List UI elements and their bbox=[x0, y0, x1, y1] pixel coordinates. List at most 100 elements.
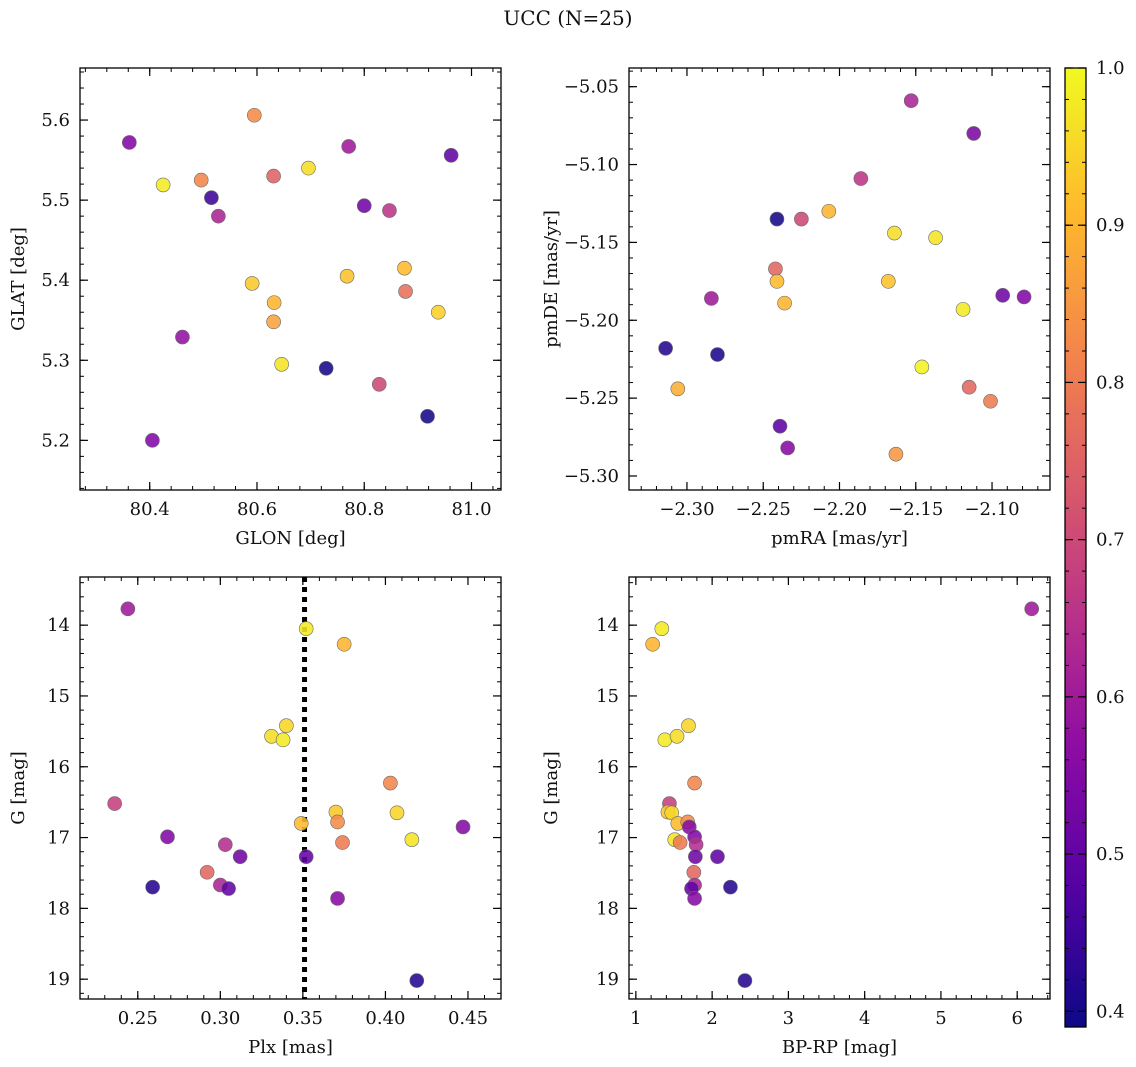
data-point bbox=[769, 211, 785, 227]
x-tick-label: 0.35 bbox=[283, 1008, 323, 1029]
data-point bbox=[1016, 289, 1032, 305]
data-point bbox=[330, 891, 345, 906]
data-point bbox=[769, 274, 785, 289]
y-tick-label: 17 bbox=[596, 828, 619, 849]
data-point bbox=[687, 891, 702, 906]
data-point bbox=[768, 261, 783, 277]
x-tick-label: 0.25 bbox=[118, 1008, 158, 1029]
data-point bbox=[175, 329, 190, 345]
data-point bbox=[298, 621, 314, 636]
x-axis-label: pmRA [mas/yr] bbox=[771, 528, 908, 549]
data-point bbox=[1024, 601, 1039, 617]
y-tick-label: 5.2 bbox=[41, 430, 70, 451]
x-tick-label: −2.25 bbox=[736, 499, 791, 520]
data-point bbox=[687, 775, 702, 791]
data-point bbox=[681, 718, 696, 733]
colorbar-gradient bbox=[1064, 67, 1087, 1028]
x-tick-label: 0.40 bbox=[365, 1008, 405, 1029]
data-point bbox=[983, 393, 998, 409]
data-point bbox=[669, 729, 685, 744]
data-point bbox=[455, 819, 471, 835]
bprp-g-panel: 1 2 3 4 5 6 14 15 16 17 18 19 BP-RP [mag] G [mag] bbox=[541, 576, 1051, 1058]
y-axis-label: pmDE [mas/yr] bbox=[541, 210, 562, 348]
y-tick-label: 5.3 bbox=[41, 350, 70, 371]
x-tick-label: 80.4 bbox=[130, 499, 170, 520]
x-tick-label: −2.20 bbox=[812, 499, 867, 520]
colorbar-tick-label: 0.5 bbox=[1096, 844, 1125, 865]
data-point bbox=[443, 147, 459, 163]
x-tick-label: 4 bbox=[859, 1008, 870, 1029]
x-tick-label: 80.6 bbox=[237, 499, 277, 520]
y-tick-label: 17 bbox=[47, 828, 70, 849]
data-point bbox=[193, 172, 209, 188]
data-point bbox=[420, 409, 435, 424]
data-point bbox=[266, 314, 281, 330]
x-tick-label: 2 bbox=[706, 1008, 717, 1029]
y-tick-label: 5.4 bbox=[41, 270, 70, 291]
x-axis-label: GLON [deg] bbox=[235, 528, 345, 549]
x-tick-label: 6 bbox=[1011, 1008, 1022, 1029]
data-point bbox=[155, 177, 171, 193]
data-point bbox=[686, 864, 702, 880]
data-point bbox=[397, 260, 412, 276]
colorbar: 0.4 0.5 0.6 0.7 0.8 0.9 1.0 bbox=[1064, 58, 1125, 1028]
y-tick-label: 5.5 bbox=[41, 190, 70, 211]
x-tick-label: 0.45 bbox=[448, 1008, 488, 1029]
data-point bbox=[232, 849, 248, 864]
x-axis-label: BP-RP [mag] bbox=[782, 1037, 897, 1058]
y-tick-label: 15 bbox=[596, 686, 619, 707]
axes-frame bbox=[628, 67, 1051, 491]
y-tick-label: −5.25 bbox=[564, 388, 619, 409]
data-point bbox=[955, 302, 971, 317]
colorbar-tick-label: 0.7 bbox=[1096, 530, 1125, 551]
y-tick-label: −5.10 bbox=[564, 155, 619, 176]
data-point bbox=[654, 621, 670, 636]
data-point bbox=[204, 190, 219, 206]
y-axis-label: G [mag] bbox=[541, 751, 562, 824]
y-axis-label: G [mag] bbox=[8, 751, 29, 824]
data-point bbox=[298, 849, 314, 864]
axes-frame bbox=[79, 67, 502, 491]
data-point bbox=[246, 107, 262, 123]
data-point bbox=[356, 198, 372, 214]
data-point bbox=[672, 835, 688, 850]
pmra-pmde-panel: −2.30 −2.25 −2.20 −2.15 −2.10 −5.30 −5.25 −5.20… bbox=[541, 67, 1051, 549]
x-tick-label: −2.30 bbox=[659, 499, 714, 520]
data-point bbox=[670, 381, 686, 397]
colorbar-tick-label: 0.4 bbox=[1096, 1001, 1125, 1022]
data-point bbox=[275, 732, 291, 748]
data-point bbox=[293, 816, 309, 831]
data-point bbox=[821, 203, 837, 219]
data-point bbox=[120, 601, 136, 617]
data-point bbox=[211, 208, 226, 224]
data-point bbox=[723, 879, 738, 895]
data-point bbox=[966, 126, 982, 141]
data-point bbox=[301, 160, 316, 176]
data-point bbox=[389, 805, 405, 821]
data-point bbox=[398, 284, 413, 299]
y-tick-label: 16 bbox=[47, 757, 70, 778]
data-point bbox=[914, 359, 930, 375]
data-point bbox=[217, 837, 233, 852]
data-point bbox=[160, 829, 175, 845]
x-axis-label: Plx [mas] bbox=[248, 1037, 333, 1058]
data-point bbox=[772, 418, 788, 434]
data-point bbox=[888, 446, 904, 462]
data-point bbox=[887, 225, 902, 241]
y-tick-label: 19 bbox=[47, 969, 70, 990]
y-tick-label: 16 bbox=[596, 757, 619, 778]
data-point bbox=[658, 340, 673, 356]
data-point bbox=[645, 636, 660, 652]
y-tick-label: 15 bbox=[47, 686, 70, 707]
data-point bbox=[330, 814, 345, 830]
y-tick-label: 18 bbox=[47, 898, 70, 919]
data-point bbox=[995, 288, 1011, 303]
x-tick-label: 1 bbox=[630, 1008, 641, 1029]
data-point bbox=[430, 304, 446, 320]
axes-frame bbox=[79, 576, 502, 1000]
data-point bbox=[145, 433, 160, 448]
y-tick-label: 19 bbox=[596, 969, 619, 990]
data-point bbox=[704, 291, 719, 306]
data-point bbox=[928, 230, 943, 246]
data-point bbox=[107, 796, 122, 811]
